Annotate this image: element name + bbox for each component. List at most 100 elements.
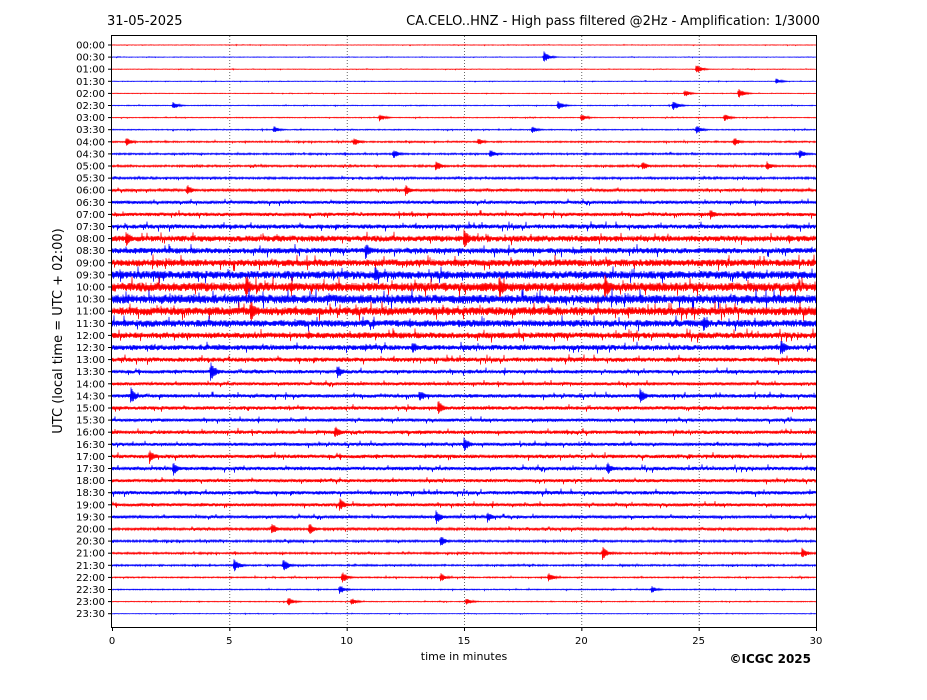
- trace-0530: [111, 175, 817, 181]
- row-label: 09:30: [76, 270, 105, 281]
- row-label: 05:30: [76, 174, 105, 185]
- row-label: 02:00: [76, 89, 105, 100]
- trace-layer: [111, 43, 817, 616]
- row-label: 02:30: [76, 101, 105, 112]
- row-label: 06:30: [76, 198, 105, 209]
- trace-0300: [111, 114, 817, 122]
- trace-1830: [111, 488, 817, 497]
- row-label: 12:30: [76, 343, 105, 354]
- trace-1330: [111, 362, 817, 381]
- row-label: 10:30: [76, 295, 105, 306]
- row-label: 14:30: [76, 391, 105, 402]
- row-label: 07:00: [76, 210, 105, 221]
- trace-0430: [111, 150, 817, 159]
- trace-0330: [111, 126, 817, 134]
- row-label: 00:00: [76, 41, 105, 52]
- trace-2000: [111, 524, 817, 534]
- trace-1200: [111, 328, 817, 343]
- row-label: 15:00: [76, 404, 105, 415]
- row-label: 13:00: [76, 355, 105, 366]
- trace-1500: [111, 401, 817, 414]
- row-label: 07:30: [76, 222, 105, 233]
- x-tick-label: 0: [109, 636, 115, 647]
- x-tick-label: 5: [226, 636, 232, 647]
- trace-1730: [111, 462, 817, 476]
- row-label: 16:30: [76, 440, 105, 451]
- trace-1230: [111, 340, 817, 355]
- trace-2330: [111, 612, 817, 616]
- trace-0500: [111, 161, 817, 171]
- x-axis-label: time in minutes: [421, 650, 508, 663]
- trace-1430: [111, 387, 817, 403]
- row-label: 19:30: [76, 512, 105, 523]
- date-label: 31-05-2025: [107, 14, 183, 29]
- row-label: 00:30: [76, 53, 105, 64]
- x-tick-label: 15: [458, 636, 471, 647]
- row-label: 18:00: [76, 476, 105, 487]
- row-label: 20:30: [76, 537, 105, 548]
- row-label: 10:00: [76, 283, 105, 294]
- trace-2230: [111, 586, 817, 594]
- row-label: 17:00: [76, 452, 105, 463]
- trace-1600: [111, 426, 817, 437]
- trace-1800: [111, 477, 817, 485]
- trace-0000: [111, 43, 817, 47]
- trace-1630: [111, 437, 817, 451]
- trace-1700: [111, 450, 817, 465]
- row-label: 23:00: [76, 597, 105, 608]
- trace-0100: [111, 65, 817, 73]
- trace-0200: [111, 88, 817, 98]
- y-tick-layer: 00:0000:3001:0001:3002:0002:3003:0003:30…: [76, 41, 112, 620]
- row-label: 19:00: [76, 500, 105, 511]
- row-label: 15:30: [76, 416, 105, 427]
- row-label: 01:30: [76, 77, 105, 88]
- x-tick-label: 20: [575, 636, 588, 647]
- trace-0730: [111, 221, 817, 232]
- row-label: 11:30: [76, 319, 105, 330]
- row-label: 04:30: [76, 149, 105, 160]
- trace-0130: [111, 78, 817, 84]
- x-tick-label: 30: [810, 636, 823, 647]
- trace-0030: [111, 51, 817, 62]
- row-label: 05:00: [76, 162, 105, 173]
- trace-1130: [111, 315, 817, 332]
- x-tick-label: 10: [340, 636, 353, 647]
- trace-2030: [111, 536, 817, 546]
- trace-1930: [111, 510, 817, 524]
- plot-frame: [111, 35, 817, 628]
- trace-2300: [111, 598, 817, 606]
- trace-1100: [111, 301, 817, 322]
- row-label: 12:00: [76, 331, 105, 342]
- row-label: 03:00: [76, 113, 105, 124]
- trace-1030: [111, 288, 817, 310]
- trace-0600: [111, 185, 817, 196]
- copyright-label: ©ICGC 2025: [729, 652, 811, 666]
- trace-1300: [111, 354, 817, 365]
- row-label: 21:00: [76, 549, 105, 560]
- trace-2130: [111, 559, 817, 572]
- trace-0900: [111, 254, 817, 272]
- row-label: 04:00: [76, 137, 105, 148]
- trace-1900: [111, 498, 817, 511]
- row-label: 13:30: [76, 367, 105, 378]
- trace-0700: [111, 210, 817, 220]
- trace-0630: [111, 198, 817, 207]
- row-label: 01:00: [76, 65, 105, 76]
- y-axis-label: UTC (local time = UTC + 02:00): [51, 228, 66, 433]
- x-tick-layer: 0 5 10 15 20 25 30: [109, 627, 823, 647]
- row-label: 22:30: [76, 585, 105, 596]
- row-label: 06:00: [76, 186, 105, 197]
- row-label: 17:30: [76, 464, 105, 475]
- trace-2100: [111, 546, 817, 561]
- trace-0930: [111, 266, 817, 284]
- trace-1000: [111, 274, 817, 298]
- row-label: 16:00: [76, 428, 105, 439]
- chart-title: CA.CELO..HNZ - High pass filtered @2Hz -…: [406, 14, 820, 29]
- row-label: 14:00: [76, 379, 105, 390]
- row-label: 20:00: [76, 525, 105, 536]
- trace-2200: [111, 572, 817, 583]
- trace-0800: [111, 229, 817, 247]
- trace-0230: [111, 101, 817, 111]
